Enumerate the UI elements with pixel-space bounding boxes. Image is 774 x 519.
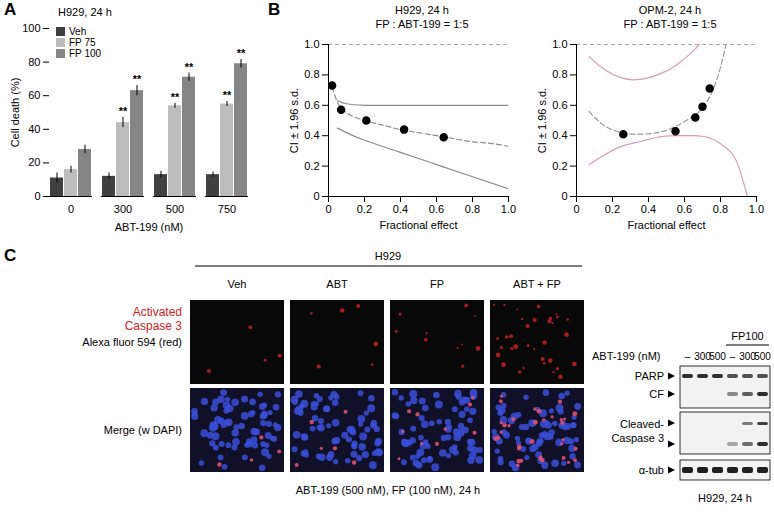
svg-text:40: 40 <box>28 123 40 135</box>
svg-text:Fractional effect: Fractional effect <box>379 219 457 231</box>
svg-text:1.0: 1.0 <box>749 203 764 215</box>
svg-text:500: 500 <box>166 203 184 215</box>
svg-text:H929, 24 h: H929, 24 h <box>698 492 752 504</box>
svg-text:FP100: FP100 <box>731 330 763 342</box>
html-text:A: A <box>4 0 17 19</box>
svg-text:**: ** <box>133 73 142 85</box>
svg-text:ABT-199 (nM): ABT-199 (nM) <box>592 350 660 362</box>
svg-text:CI ± 1.96 s.d.: CI ± 1.96 s.d. <box>288 88 300 153</box>
svg-text:CI ± 1.96 s.d.: CI ± 1.96 s.d. <box>536 88 548 153</box>
svg-text:CF: CF <box>649 388 664 400</box>
html-text:H929, 24 h: H929, 24 h <box>58 6 112 18</box>
svg-text:**: ** <box>185 61 194 73</box>
svg-text:0.2: 0.2 <box>605 203 620 215</box>
svg-text:ActivatedCaspase 3: ActivatedCaspase 3 <box>125 305 183 333</box>
svg-text:Veh: Veh <box>228 278 247 290</box>
svg-text:**: ** <box>223 89 232 101</box>
svg-text:PARP: PARP <box>635 370 664 382</box>
html-text:C: C <box>4 246 17 265</box>
svg-text:0.4: 0.4 <box>304 129 319 141</box>
svg-text:0.6: 0.6 <box>429 203 444 215</box>
svg-text:0: 0 <box>561 190 567 202</box>
svg-text:0: 0 <box>573 203 579 215</box>
svg-text:**: ** <box>237 47 246 59</box>
svg-text:60: 60 <box>28 89 40 101</box>
svg-text:1.0: 1.0 <box>552 38 567 50</box>
svg-text:Fractional effect: Fractional effect <box>627 219 705 231</box>
html-text:FP 75: FP 75 <box>69 37 96 48</box>
svg-text:0: 0 <box>325 203 331 215</box>
svg-text:FP: FP <box>430 278 444 290</box>
html-text:FP : ABT-199 = 1:5: FP : ABT-199 = 1:5 <box>623 18 717 30</box>
svg-text:0.6: 0.6 <box>304 99 319 111</box>
svg-text:0.4: 0.4 <box>393 203 408 215</box>
svg-text:300: 300 <box>739 351 756 362</box>
svg-text:0.6: 0.6 <box>552 99 567 111</box>
svg-text:0.2: 0.2 <box>357 203 372 215</box>
svg-text:ABT-199 (nM): ABT-199 (nM) <box>115 221 183 233</box>
svg-text:ABT: ABT <box>326 278 348 290</box>
svg-text:Cell death (%): Cell death (%) <box>9 78 21 148</box>
svg-text:0.8: 0.8 <box>465 203 480 215</box>
html-text:H929, 24 h: H929, 24 h <box>395 4 449 16</box>
svg-text:ABT-199 (500 nM), FP (100 nM),: ABT-199 (500 nM), FP (100 nM), 24 h <box>296 484 480 496</box>
svg-text:**: ** <box>171 91 180 103</box>
svg-text:0.6: 0.6 <box>677 203 692 215</box>
svg-text:0: 0 <box>313 190 319 202</box>
svg-text:0.4: 0.4 <box>552 129 567 141</box>
svg-text:1.0: 1.0 <box>501 203 516 215</box>
svg-text:α-tub: α-tub <box>639 464 664 476</box>
svg-text:300: 300 <box>694 351 711 362</box>
html-text:FP : ABT-199 = 1:5: FP : ABT-199 = 1:5 <box>375 18 469 30</box>
svg-text:0.4: 0.4 <box>641 203 656 215</box>
svg-text:0.2: 0.2 <box>304 160 319 172</box>
svg-text:1.0: 1.0 <box>304 38 319 50</box>
svg-text:–: – <box>730 351 736 362</box>
svg-text:0.2: 0.2 <box>552 160 567 172</box>
html-text:FP 100: FP 100 <box>69 48 102 59</box>
svg-text:500: 500 <box>709 351 726 362</box>
svg-text:300: 300 <box>114 203 132 215</box>
svg-text:100: 100 <box>22 22 40 34</box>
html-text:OPM-2, 24 h: OPM-2, 24 h <box>638 4 702 16</box>
svg-text:0: 0 <box>68 203 74 215</box>
svg-text:0.8: 0.8 <box>304 68 319 80</box>
html-text:Veh: Veh <box>69 26 87 37</box>
svg-text:–: – <box>685 351 691 362</box>
svg-text:0.8: 0.8 <box>552 68 567 80</box>
svg-text:Alexa fluor 594 (red): Alexa fluor 594 (red) <box>82 336 182 348</box>
svg-text:0: 0 <box>34 190 40 202</box>
svg-text:80: 80 <box>28 56 40 68</box>
svg-text:H929: H929 <box>375 250 401 262</box>
svg-text:**: ** <box>119 105 128 117</box>
svg-text:750: 750 <box>218 203 236 215</box>
svg-text:0.8: 0.8 <box>713 203 728 215</box>
svg-text:20: 20 <box>28 156 40 168</box>
svg-text:ABT + FP: ABT + FP <box>513 278 561 290</box>
svg-text:Merge (w DAPI): Merge (w DAPI) <box>104 424 182 436</box>
svg-text:500: 500 <box>754 351 771 362</box>
html-text:B: B <box>268 0 281 19</box>
svg-text:Cleaved-Caspase 3: Cleaved-Caspase 3 <box>611 418 664 444</box>
